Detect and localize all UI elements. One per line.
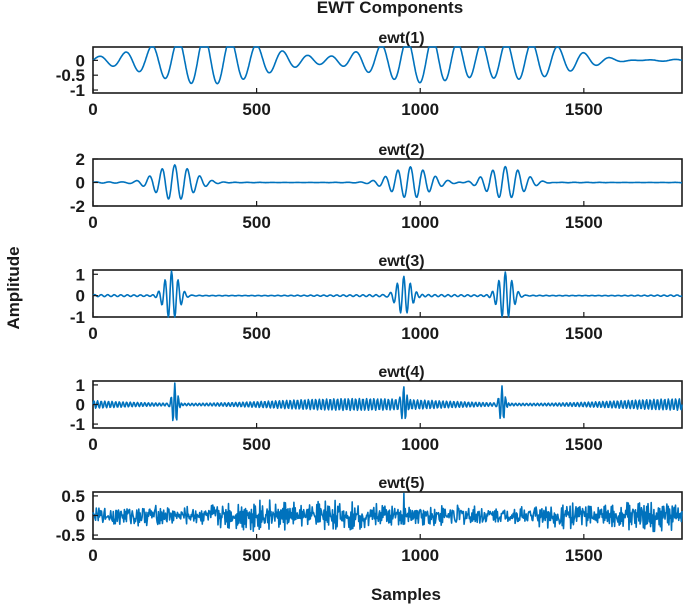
series-line — [92, 164, 683, 200]
y-tick-label: -0.5 — [56, 66, 85, 85]
x-tick-label: 1000 — [401, 100, 439, 119]
y-tick-label: -0.5 — [56, 526, 85, 545]
x-tick-label: 0 — [88, 100, 97, 119]
x-tick-label: 500 — [242, 100, 270, 119]
y-tick-label: 0.5 — [61, 487, 85, 506]
x-tick-label: 0 — [88, 324, 97, 343]
x-tick-label: 1000 — [401, 546, 439, 565]
y-tick-label: 0 — [76, 507, 85, 526]
x-tick-label: 500 — [242, 213, 270, 232]
x-tick-label: 1000 — [401, 213, 439, 232]
y-tick-label: 0 — [76, 287, 85, 306]
y-tick-label: -2 — [70, 197, 85, 216]
series-line — [92, 492, 683, 533]
figure-title: EWT Components — [317, 0, 463, 17]
y-tick-label: 2 — [76, 150, 85, 169]
series-line — [92, 46, 683, 85]
subplot-title: ewt(1) — [378, 30, 424, 47]
subplot-1: ewt(1) 0 500 1000 1500 0-0.5-1 — [56, 30, 683, 119]
subplot-title: ewt(3) — [378, 253, 424, 270]
x-tick-label: 500 — [242, 435, 270, 454]
x-tick-label: 1500 — [565, 324, 603, 343]
x-tick-label: 1500 — [565, 100, 603, 119]
x-tick-label: 0 — [88, 213, 97, 232]
series-line — [92, 270, 683, 318]
subplot-title: ewt(4) — [378, 364, 424, 381]
y-tick-label: 0 — [76, 396, 85, 415]
y-axis-label: Amplitude — [4, 246, 23, 329]
x-tick-label: 1500 — [565, 546, 603, 565]
y-tick-label: -1 — [70, 81, 85, 100]
y-tick-label: 0 — [76, 51, 85, 70]
y-tick-label: 0 — [76, 174, 85, 193]
x-tick-label: 1500 — [565, 213, 603, 232]
x-tick-label: 1000 — [401, 435, 439, 454]
x-tick-label: 0 — [88, 435, 97, 454]
subplot-frame — [92, 46, 683, 94]
series-line — [92, 382, 683, 422]
y-tick-label: 1 — [76, 376, 85, 395]
x-tick-label: 0 — [88, 546, 97, 565]
y-tick-label: -1 — [70, 415, 85, 434]
subplot-frame — [92, 269, 683, 318]
x-tick-label: 1000 — [401, 324, 439, 343]
x-tick-label: 1500 — [565, 435, 603, 454]
y-tick-label: -1 — [70, 308, 85, 327]
x-tick-label: 500 — [242, 324, 270, 343]
subplot-title: ewt(5) — [378, 475, 424, 492]
x-axis-label: Samples — [371, 585, 441, 604]
x-tick-label: 500 — [242, 546, 270, 565]
y-tick-label: 1 — [76, 265, 85, 284]
subplot-title: ewt(2) — [378, 142, 424, 159]
